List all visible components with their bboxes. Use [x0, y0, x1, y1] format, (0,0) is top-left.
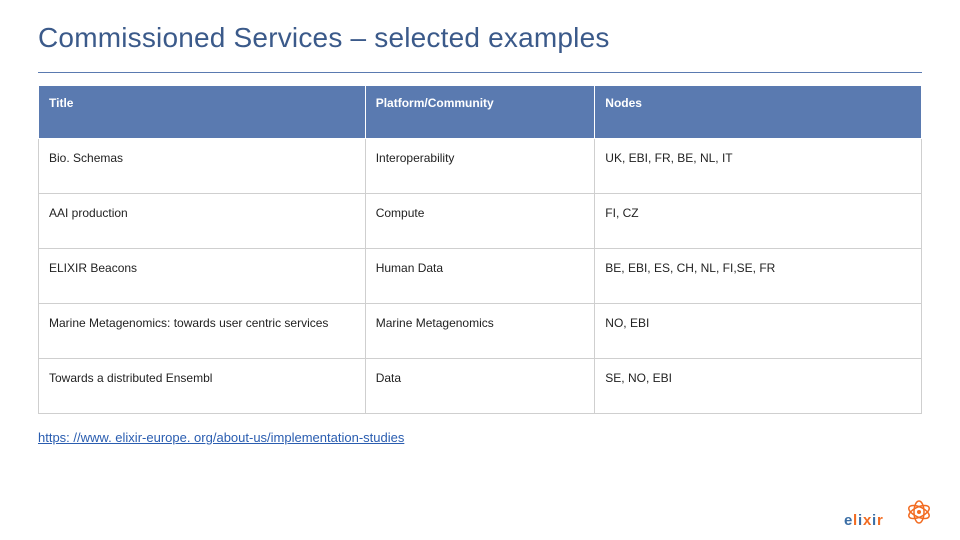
cell: ELIXIR Beacons	[39, 249, 366, 304]
services-table: Title Platform/Community Nodes Bio. Sche…	[38, 85, 922, 414]
table-row: Bio. Schemas Interoperability UK, EBI, F…	[39, 139, 922, 194]
source-link[interactable]: https: //www. elixir-europe. org/about-u…	[38, 430, 404, 445]
cell: SE, NO, EBI	[595, 359, 922, 414]
cell: Towards a distributed Ensembl	[39, 359, 366, 414]
cell: BE, EBI, ES, CH, NL, FI,SE, FR	[595, 249, 922, 304]
page-title: Commissioned Services – selected example…	[38, 22, 922, 54]
title-underline	[38, 72, 922, 73]
cell: Marine Metagenomics: towards user centri…	[39, 304, 366, 359]
cell: Bio. Schemas	[39, 139, 366, 194]
table-row: Marine Metagenomics: towards user centri…	[39, 304, 922, 359]
cell: Compute	[365, 194, 595, 249]
cell: UK, EBI, FR, BE, NL, IT	[595, 139, 922, 194]
cell: Marine Metagenomics	[365, 304, 595, 359]
cell: FI, CZ	[595, 194, 922, 249]
col-header: Title	[39, 86, 366, 139]
svg-text:x: x	[863, 512, 872, 529]
cell: Data	[365, 359, 595, 414]
svg-text:r: r	[877, 512, 883, 529]
cell: NO, EBI	[595, 304, 922, 359]
svg-text:i: i	[872, 512, 876, 529]
cell: Interoperability	[365, 139, 595, 194]
col-header: Nodes	[595, 86, 922, 139]
svg-text:e: e	[844, 512, 852, 529]
table-row: ELIXIR Beacons Human Data BE, EBI, ES, C…	[39, 249, 922, 304]
cell: AAI production	[39, 194, 366, 249]
slide: Commissioned Services – selected example…	[0, 0, 960, 540]
table-row: AAI production Compute FI, CZ	[39, 194, 922, 249]
svg-text:i: i	[858, 512, 862, 529]
elixir-logo: e l i x i r	[844, 496, 934, 536]
table-header-row: Title Platform/Community Nodes	[39, 86, 922, 139]
table-row: Towards a distributed Ensembl Data SE, N…	[39, 359, 922, 414]
svg-text:l: l	[853, 512, 857, 529]
cell: Human Data	[365, 249, 595, 304]
col-header: Platform/Community	[365, 86, 595, 139]
